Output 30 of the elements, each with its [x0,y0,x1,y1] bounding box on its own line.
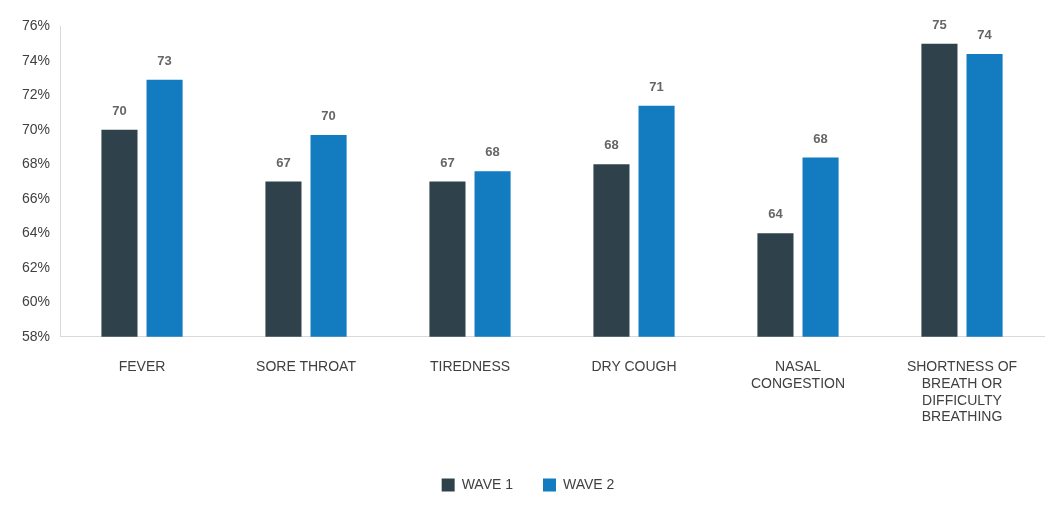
x-tick-label: SHORTNESS OF BREATH OR DIFFICULTY BREATHING [906,358,1018,425]
legend-label: WAVE 2 [563,475,615,492]
y-tick-label: 70% [21,120,51,137]
data-label: 73 [157,52,172,68]
y-tick-label: 66% [21,189,51,206]
data-label: 67 [440,154,455,170]
data-label: 67 [276,154,291,170]
x-tick-label: NASAL CONGESTION [750,358,846,391]
data-label: 68 [485,144,500,160]
y-tick-label: 68% [21,155,51,172]
data-label: 64 [768,206,784,222]
data-label: 68 [813,130,828,146]
data-label: 70 [321,108,336,124]
x-tick-label: TIREDNESS [429,358,511,375]
y-tick-label: 72% [21,86,51,103]
data-label: 68 [604,137,619,153]
legend-label: WAVE 1 [461,475,514,492]
y-tick-label: 74% [21,51,51,68]
data-label: 70 [112,102,127,118]
x-tick-label: SORE THROAT [256,358,357,375]
y-tick-label: 64% [21,224,51,241]
y-tick-label: 60% [21,293,51,310]
data-label: 71 [649,78,664,94]
x-tick-label: FEVER [118,358,166,375]
y-tick-label: 58% [21,327,51,344]
x-tick-label: DRY COUGH [591,358,677,375]
data-label: 75 [932,16,947,32]
data-label: 74 [977,27,993,43]
y-tick-label: 76% [21,17,51,34]
y-tick-label: 62% [21,258,51,275]
